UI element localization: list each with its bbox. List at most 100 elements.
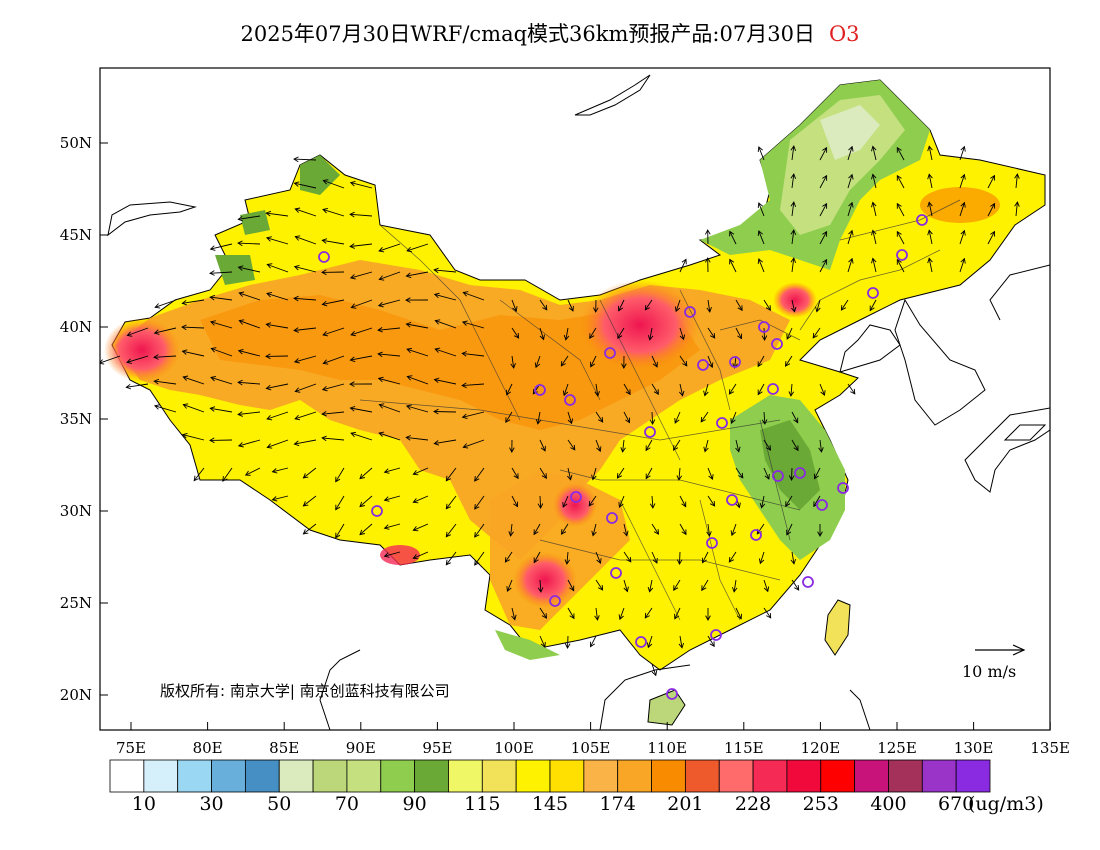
wind-vector-head	[533, 529, 539, 536]
city-marker-icon	[772, 470, 784, 482]
wind-vector	[322, 327, 345, 336]
wind-vector-head	[377, 327, 383, 333]
city-marker-icon	[867, 287, 879, 299]
wind-vector-head	[730, 418, 736, 424]
wind-vector-head	[265, 353, 271, 360]
wind-vector	[266, 323, 289, 329]
wind-vector	[505, 411, 513, 423]
wind-vector-head	[591, 474, 597, 481]
wind-vector-head	[652, 557, 658, 564]
city-marker-icon	[758, 321, 770, 333]
wind-vector	[651, 551, 658, 564]
wind-vector-head	[383, 468, 390, 474]
wind-vector	[445, 467, 457, 481]
wind-vector	[434, 439, 457, 445]
wind-vector-head	[474, 531, 480, 538]
wind-vector-head	[848, 229, 854, 236]
wind-vector-head	[960, 145, 966, 152]
wind-vector	[700, 411, 709, 423]
wind-vector-head	[513, 473, 519, 480]
wind-vector	[735, 607, 742, 619]
wind-vector-head	[541, 473, 547, 480]
wind-vector-head	[645, 445, 651, 452]
wind-vector	[735, 467, 744, 479]
wind-vector	[847, 146, 853, 161]
wind-vector-head	[294, 207, 301, 213]
wind-vector-head	[568, 305, 574, 312]
wind-vector	[757, 383, 765, 395]
wind-vector-head	[209, 406, 216, 412]
wind-vector	[238, 215, 261, 220]
wind-vector	[791, 299, 796, 312]
wind-vector-head	[647, 334, 654, 341]
wind-vector-head	[237, 240, 243, 247]
wind-vector-head	[618, 502, 624, 508]
wind-vector	[872, 202, 877, 217]
wind-vector-head	[154, 404, 160, 410]
wind-vector	[407, 376, 429, 385]
wind-vector	[928, 146, 933, 161]
wind-vector	[182, 434, 205, 441]
wind-vector-head	[618, 305, 624, 312]
wind-vector	[350, 355, 373, 361]
wind-vector-head	[790, 229, 797, 235]
wind-vector	[702, 551, 709, 563]
wind-vector	[295, 236, 317, 245]
wind-vector	[413, 467, 429, 475]
wind-vector-head	[237, 215, 244, 222]
wind-vector	[193, 467, 205, 481]
wind-vector	[644, 299, 653, 311]
wind-vector	[322, 299, 345, 305]
wind-vector-head	[406, 246, 413, 253]
legend-label-174: 174	[599, 793, 636, 815]
wind-vector	[679, 551, 681, 565]
wind-vector	[350, 243, 373, 247]
wind-vector-head	[651, 670, 658, 677]
wind-vector-head	[564, 643, 571, 649]
wind-vector-head	[378, 403, 385, 409]
hotspot-beijing	[773, 282, 817, 318]
wind-vector-head	[513, 332, 520, 339]
wind-vector-head	[540, 641, 546, 648]
wind-vector	[474, 495, 485, 510]
wind-vector	[707, 355, 713, 368]
wind-vector	[679, 327, 685, 340]
wind-vector-head	[676, 475, 683, 481]
wind-vector-head	[462, 291, 469, 297]
wind-vector	[791, 146, 795, 161]
wind-vector	[335, 523, 345, 538]
wind-vector	[537, 411, 541, 424]
wind-vector-head	[596, 446, 602, 453]
wind-vector	[350, 327, 373, 336]
wind-vector-head	[540, 445, 546, 452]
legend-label-201: 201	[667, 793, 704, 815]
wind-vector	[785, 495, 793, 507]
legend-label-115: 115	[464, 793, 501, 815]
wind-vector-head	[293, 295, 299, 302]
wind-vector-head	[703, 390, 709, 397]
lat-label-45N: 45N	[60, 226, 92, 244]
wind-vector-head	[735, 446, 741, 453]
wind-vector	[294, 266, 317, 273]
wind-vector	[763, 579, 769, 592]
wind-vector	[323, 180, 345, 189]
wind-vector-head	[736, 613, 742, 620]
wind-vector	[406, 436, 429, 441]
wind-vector	[896, 231, 905, 245]
wind-vector-head	[237, 442, 244, 448]
wind-vector-head	[678, 642, 685, 649]
hotspot-sichuan	[553, 483, 597, 527]
wind-vector-head	[506, 389, 512, 396]
wind-vector-head	[321, 435, 327, 442]
wind-vector	[533, 551, 541, 563]
wind-vector	[266, 237, 289, 245]
wind-vector	[896, 175, 905, 189]
lon-label-100E: 100E	[494, 739, 534, 757]
wind-vector-head	[761, 419, 768, 425]
wind-vector	[351, 299, 373, 308]
wind-vector	[384, 495, 401, 501]
wind-vector-head	[653, 389, 659, 396]
wind-vector	[819, 259, 827, 273]
wind-vector-head	[405, 435, 411, 441]
